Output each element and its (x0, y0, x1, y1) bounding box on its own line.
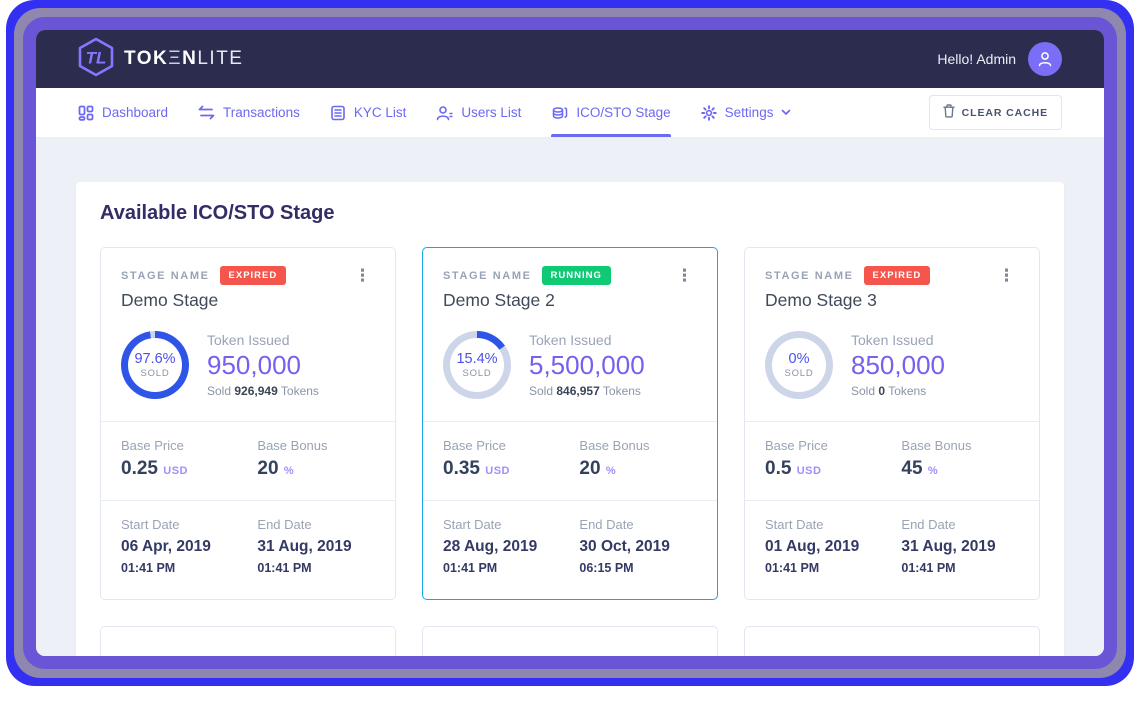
main-nav: Dashboard Transactions (36, 88, 1104, 138)
brand-logo[interactable]: TL TOKΞNLITE (78, 37, 243, 82)
sold-caption: SOLD (462, 368, 492, 379)
stage-name-label: STAGE NAME (765, 269, 854, 282)
app-window: TL TOKΞNLITE Hello! Admin (36, 30, 1104, 656)
token-issued-label: Token Issued (851, 332, 934, 348)
stage-name-label: STAGE NAME (121, 269, 210, 282)
sold-tokens-line: Sold 926,949 Tokens (207, 384, 319, 398)
nav-item-transactions[interactable]: Transactions (198, 88, 300, 137)
gear-icon (700, 104, 717, 121)
status-badge: EXPIRED (219, 266, 287, 285)
end-date-cell: End Date 30 Oct, 2019 06:15 PM (579, 517, 670, 575)
card-menu-button[interactable]: ⋮ (998, 266, 1015, 286)
sold-caption: SOLD (140, 368, 170, 379)
status-badge: EXPIRED (863, 266, 931, 285)
base-bonus-cell: Base Bonus 20 % (257, 438, 328, 479)
stage-card-partial (100, 625, 396, 656)
base-price-cell: Base Price 0.25 USD (121, 438, 188, 479)
base-bonus-cell: Base Bonus 20 % (579, 438, 650, 479)
nav-label: Dashboard (102, 105, 169, 120)
coins-stack-icon (551, 105, 568, 121)
svg-text:TL: TL (86, 48, 107, 67)
stage-card-demo-stage-2: STAGE NAME RUNNING Demo Stage 2 ⋮ 15.4% (422, 247, 718, 600)
stage-name: Demo Stage (121, 290, 219, 310)
sold-percent-donut: 15.4% SOLD (443, 331, 511, 399)
user-list-icon (436, 105, 454, 121)
stages-panel: Available ICO/STO Stage STAGE NAME EXPIR… (76, 182, 1064, 656)
token-issued-label: Token Issued (207, 332, 290, 348)
list-document-icon (330, 105, 346, 121)
trash-icon (942, 104, 955, 121)
sold-tokens-line: Sold 0 Tokens (851, 384, 927, 398)
start-date-cell: Start Date 28 Aug, 2019 01:41 PM (443, 517, 538, 575)
chevron-down-icon (781, 109, 791, 116)
nav-label: Transactions (223, 105, 300, 120)
start-date-cell: Start Date 01 Aug, 2019 01:41 PM (765, 517, 860, 575)
stage-name: Demo Stage 3 (765, 290, 877, 310)
sold-percent: 97.6% (134, 351, 176, 367)
sold-percent: 0% (788, 351, 810, 367)
stage-name-label: STAGE NAME (443, 269, 532, 282)
nav-label: KYC List (353, 105, 407, 120)
nav-items: Dashboard Transactions (78, 88, 791, 137)
user-greeting: Hello! Admin (937, 51, 1016, 67)
page-title: Available ICO/STO Stage (100, 202, 335, 224)
stage-cards-row: STAGE NAME EXPIRED Demo Stage ⋮ 97.6% (100, 247, 1040, 600)
sold-percent: 15.4% (456, 351, 498, 367)
status-badge: RUNNING (541, 266, 611, 285)
dashboard-icon (78, 105, 94, 121)
brand-wordmark: TOKΞNLITE (124, 48, 244, 69)
base-price-cell: Base Price 0.35 USD (443, 438, 510, 479)
app-header: TL TOKΞNLITE Hello! Admin (36, 30, 1104, 88)
transfer-arrows-icon (198, 105, 215, 120)
base-price-cell: Base Price 0.5 USD (765, 438, 828, 479)
start-date-cell: Start Date 06 Apr, 2019 01:41 PM (121, 517, 211, 575)
nav-item-ico-sto-stage[interactable]: ICO/STO Stage (551, 88, 671, 137)
stage-card-partial (744, 625, 1040, 656)
tokenlite-logo-icon: TL (78, 37, 114, 82)
card-menu-button[interactable]: ⋮ (354, 266, 371, 286)
clear-cache-button[interactable]: CLEAR CACHE (928, 95, 1062, 130)
nav-item-dashboard[interactable]: Dashboard (78, 88, 168, 137)
sold-tokens-line: Sold 846,957 Tokens (529, 384, 641, 398)
user-area: Hello! Admin (937, 42, 1062, 76)
page-body: Available ICO/STO Stage STAGE NAME EXPIR… (36, 138, 1104, 656)
end-date-cell: End Date 31 Aug, 2019 01:41 PM (257, 517, 352, 575)
card-menu-button[interactable]: ⋮ (676, 266, 693, 286)
user-avatar[interactable] (1028, 42, 1062, 76)
stage-name: Demo Stage 2 (443, 290, 555, 310)
nav-item-settings[interactable]: Settings (700, 88, 792, 137)
clear-cache-label: CLEAR CACHE (961, 106, 1048, 119)
token-issued-value: 950,000 (207, 350, 301, 380)
nav-item-kyc-list[interactable]: KYC List (330, 88, 407, 137)
nav-label: Users List (461, 105, 522, 120)
sold-percent-donut: 0% SOLD (765, 331, 833, 399)
token-issued-label: Token Issued (529, 332, 612, 348)
stage-card-demo-stage: STAGE NAME EXPIRED Demo Stage ⋮ 97.6% (100, 247, 396, 600)
stage-cards-row-partial (100, 625, 1040, 656)
nav-item-users-list[interactable]: Users List (436, 88, 521, 137)
sold-caption: SOLD (784, 368, 814, 379)
nav-label: ICO/STO Stage (576, 105, 671, 120)
sold-percent-donut: 97.6% SOLD (121, 331, 189, 399)
stage-card-partial (422, 625, 718, 656)
end-date-cell: End Date 31 Aug, 2019 01:41 PM (901, 517, 996, 575)
stage-card-demo-stage-3: STAGE NAME EXPIRED Demo Stage 3 ⋮ 0% (744, 247, 1040, 600)
token-issued-value: 5,500,000 (529, 350, 645, 380)
user-icon (1038, 52, 1052, 67)
token-issued-value: 850,000 (851, 350, 945, 380)
base-bonus-cell: Base Bonus 45 % (901, 438, 972, 479)
nav-label: Settings (724, 105, 774, 120)
